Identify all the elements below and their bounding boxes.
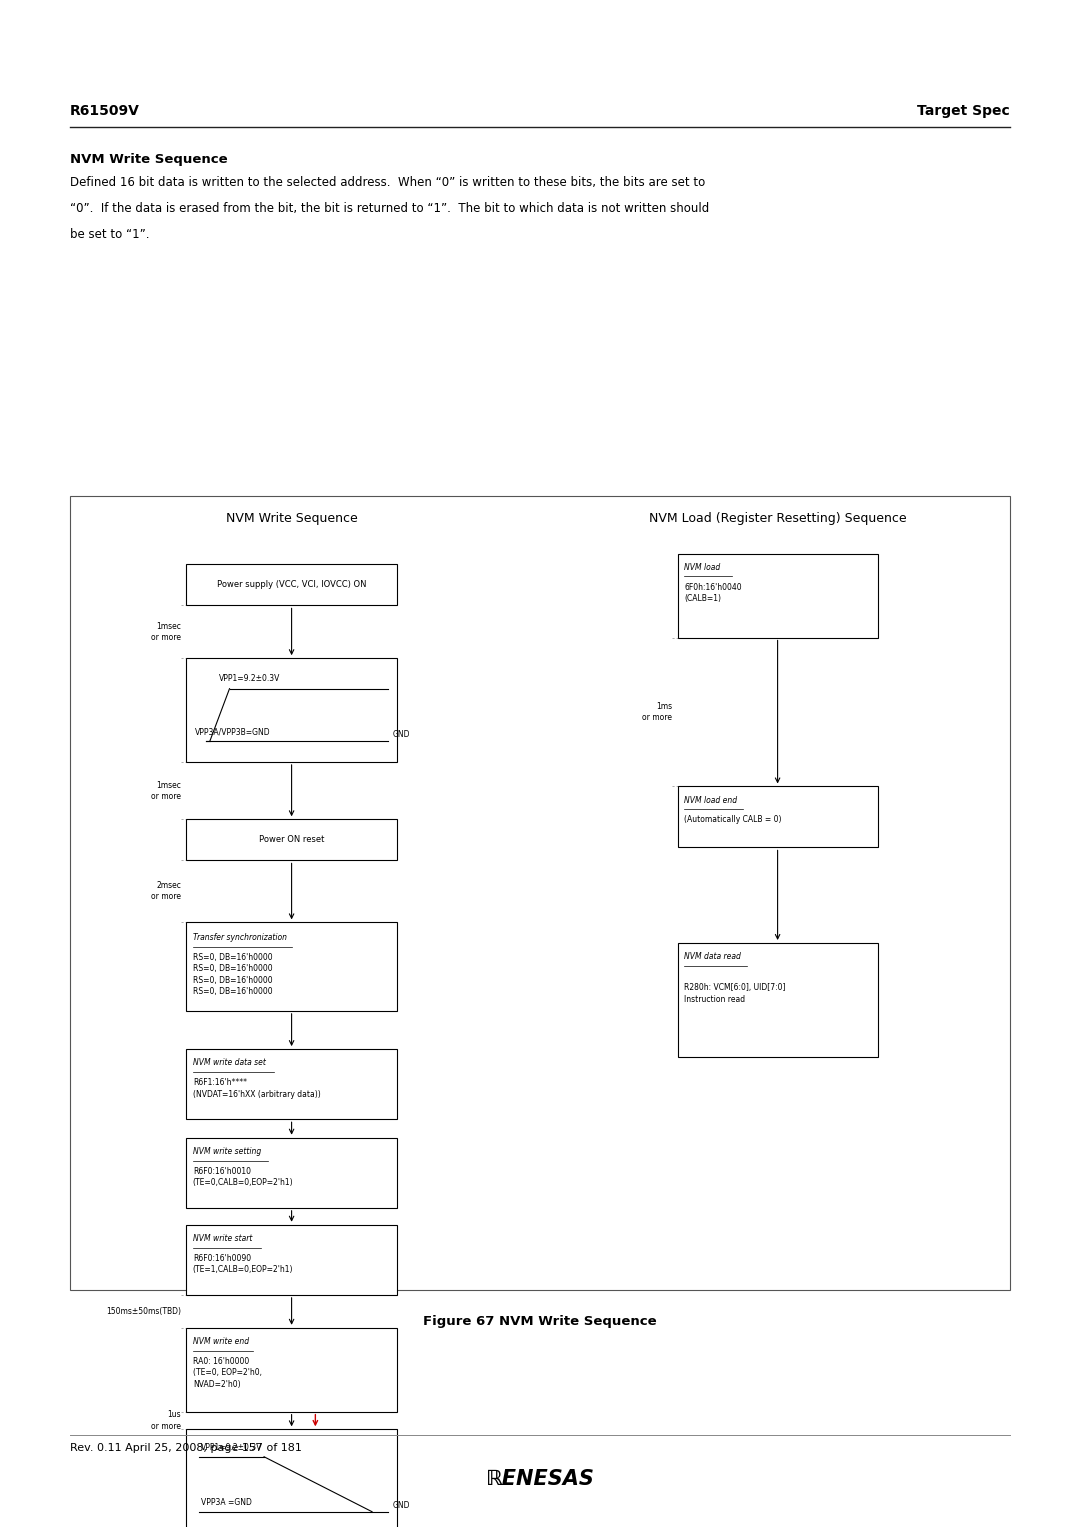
Text: NVM data read: NVM data read	[685, 953, 741, 960]
Text: Power supply (VCC, VCI, IOVCC) ON: Power supply (VCC, VCI, IOVCC) ON	[217, 580, 366, 589]
Bar	[70, 496, 1010, 1290]
Text: R61509V: R61509V	[70, 104, 140, 118]
Text: VPP1=9.2±0.3V: VPP1=9.2±0.3V	[218, 673, 280, 683]
Text: R6F1:16'h****
(NVDAT=16'hXX (arbitrary data)): R6F1:16'h**** (NVDAT=16'hXX (arbitrary d…	[193, 1078, 321, 1098]
Text: 1us
or more: 1us or more	[151, 1411, 181, 1431]
Bar	[187, 922, 397, 1011]
Text: 2msec
or more: 2msec or more	[151, 881, 181, 901]
Text: “0”.  If the data is erased from the bit, the bit is returned to “1”.  The bit t: “0”. If the data is erased from the bit,…	[70, 202, 710, 215]
Text: NVM Write Sequence: NVM Write Sequence	[226, 512, 357, 525]
Bar	[187, 563, 397, 605]
Text: Rev. 0.11 April 25, 2008, page 157 of 181: Rev. 0.11 April 25, 2008, page 157 of 18…	[70, 1443, 302, 1454]
Bar	[678, 786, 877, 847]
Text: RS=0, DB=16'h0000
RS=0, DB=16'h0000
RS=0, DB=16'h0000
RS=0, DB=16'h0000: RS=0, DB=16'h0000 RS=0, DB=16'h0000 RS=0…	[193, 953, 272, 996]
Bar	[187, 1049, 397, 1119]
Bar	[187, 1138, 397, 1208]
Text: be set to “1”.: be set to “1”.	[70, 228, 150, 241]
Text: NVM Write Sequence: NVM Write Sequence	[70, 153, 228, 166]
Text: NVM load: NVM load	[685, 562, 720, 571]
Text: NVM load end: NVM load end	[685, 796, 738, 805]
Text: NVM write setting: NVM write setting	[193, 1147, 261, 1156]
Bar	[187, 658, 397, 762]
Bar	[678, 942, 877, 1057]
Text: Figure 67 NVM Write Sequence: Figure 67 NVM Write Sequence	[423, 1315, 657, 1328]
Text: Target Spec: Target Spec	[917, 104, 1010, 118]
Text: (Automatically CALB = 0): (Automatically CALB = 0)	[685, 815, 782, 825]
Text: RA0: 16'h0000
(TE=0, EOP=2'h0,
NVAD=2'h0): RA0: 16'h0000 (TE=0, EOP=2'h0, NVAD=2'h0…	[193, 1356, 261, 1388]
Text: VPP3A =GND: VPP3A =GND	[202, 1498, 253, 1507]
Text: Power ON reset: Power ON reset	[259, 835, 324, 844]
Bar	[187, 1327, 397, 1411]
Text: 150ms±50ms(TBD): 150ms±50ms(TBD)	[106, 1307, 181, 1316]
Text: R6F0:16'h0010
(TE=0,CALB=0,EOP=2'h1): R6F0:16'h0010 (TE=0,CALB=0,EOP=2'h1)	[193, 1167, 294, 1186]
Text: NVM write data set: NVM write data set	[193, 1058, 266, 1067]
Text: 1msec
or more: 1msec or more	[151, 621, 181, 641]
Text: 1ms
or more: 1ms or more	[643, 702, 672, 722]
Text: NVM Load (Register Resetting) Sequence: NVM Load (Register Resetting) Sequence	[649, 512, 906, 525]
Bar	[187, 1225, 397, 1295]
Text: ℝENESAS: ℝENESAS	[486, 1469, 594, 1489]
Bar	[187, 1429, 397, 1527]
Text: GND: GND	[393, 730, 410, 739]
Text: NVM write end: NVM write end	[193, 1338, 248, 1345]
Text: 1msec
or more: 1msec or more	[151, 780, 181, 800]
Bar	[187, 818, 397, 860]
Text: R280h: VCM[6:0], UID[7:0]
Instruction read: R280h: VCM[6:0], UID[7:0] Instruction re…	[685, 973, 785, 1003]
Text: Transfer synchronization: Transfer synchronization	[193, 933, 287, 942]
Text: GND: GND	[393, 1501, 410, 1510]
Text: VPP1=9.2±0.3V: VPP1=9.2±0.3V	[202, 1443, 262, 1452]
Text: VPP3A/VPP3B=GND: VPP3A/VPP3B=GND	[195, 727, 271, 736]
Text: 6F0h:16'h0040
(CALB=1): 6F0h:16'h0040 (CALB=1)	[685, 582, 742, 603]
Text: NVM write start: NVM write start	[193, 1234, 252, 1243]
Text: R6F0:16'h0090
(TE=1,CALB=0,EOP=2'h1): R6F0:16'h0090 (TE=1,CALB=0,EOP=2'h1)	[193, 1254, 294, 1274]
Bar	[678, 553, 877, 637]
Text: Defined 16 bit data is written to the selected address.  When “0” is written to : Defined 16 bit data is written to the se…	[70, 176, 705, 189]
